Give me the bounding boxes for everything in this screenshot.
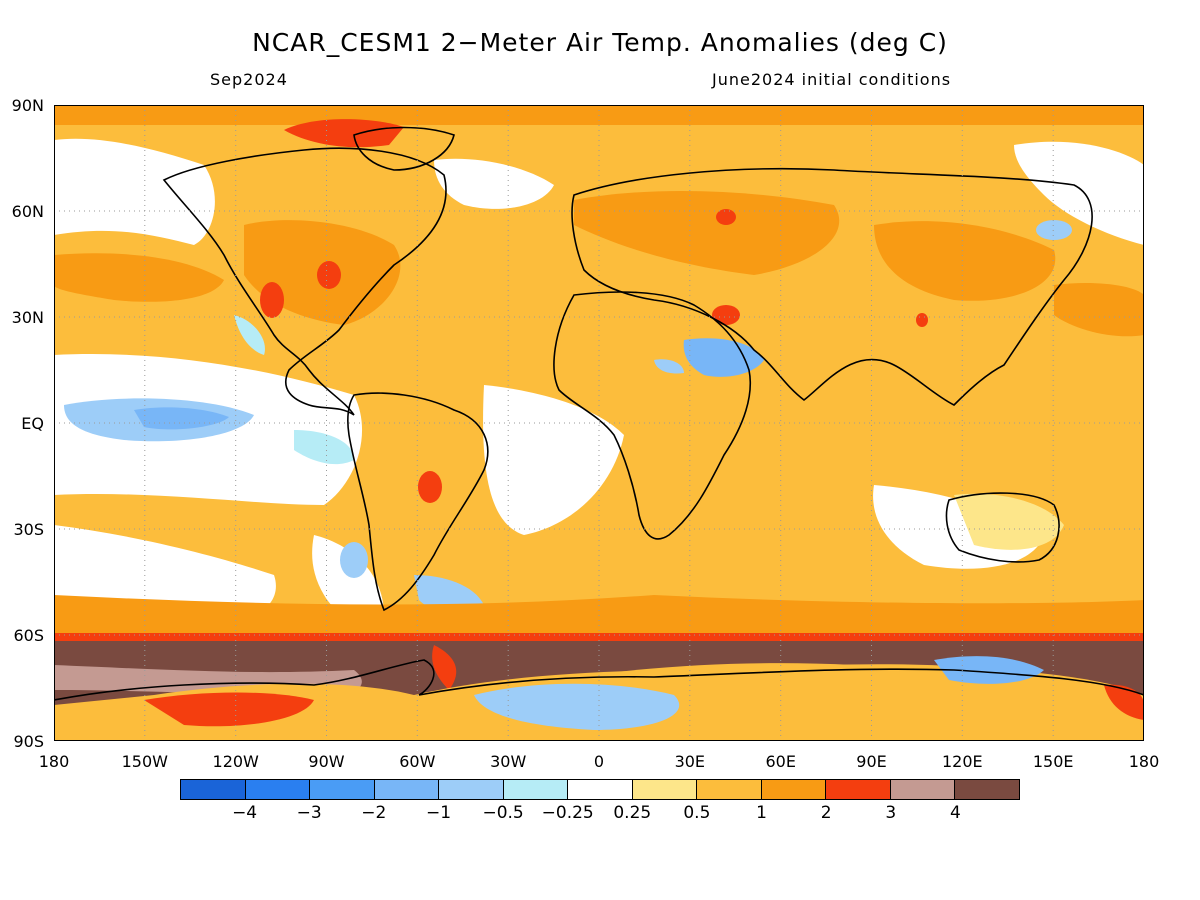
lon-label-0: 0: [593, 752, 605, 771]
lon-label-150w: 150W: [121, 752, 168, 771]
map-graticule: [54, 105, 1144, 741]
colorbar-label: −3: [296, 803, 322, 823]
anomaly-antarctica-cool-west: [474, 683, 680, 730]
anomaly-map: [54, 105, 1144, 741]
colorbar-swatch: [632, 780, 698, 799]
anomaly-baja-cool: [234, 315, 265, 355]
anomaly-sahel-cool: [654, 359, 684, 374]
lon-label-90w: 90W: [308, 752, 345, 771]
anomaly-hot-iran: [712, 305, 740, 325]
coast-south-america: [347, 392, 489, 612]
anomaly-nwpac-warm: [1054, 283, 1144, 337]
coast-antarctica: [54, 659, 1144, 701]
colorbar-label: −4: [232, 803, 258, 823]
anomaly-sepac-neutral: [312, 535, 384, 623]
lat-label-90s: 90S: [13, 732, 44, 751]
lon-label-30w: 30W: [490, 752, 527, 771]
lon-label-90e: 90E: [856, 752, 887, 771]
anomaly-hot-russia: [716, 209, 736, 225]
anomaly-hot-brazil: [418, 471, 442, 503]
colorbar-label: 1: [756, 803, 767, 823]
colorbar-swatch: [181, 780, 246, 799]
colorbar-label: 0.25: [613, 803, 652, 823]
colorbar-swatch: [374, 780, 440, 799]
map-title: NCAR_CESM1 2−Meter Air Temp. Anomalies (…: [252, 28, 948, 57]
coast-north-america: [162, 147, 447, 416]
coast-greenland: [353, 126, 455, 171]
anomaly-hot-west-us: [260, 282, 284, 318]
anomaly-hot-tibet: [916, 313, 928, 327]
colorbar-label: 3: [885, 803, 897, 823]
anomaly-npac-warm: [54, 253, 224, 302]
colorbar-swatch: [761, 780, 827, 799]
anomaly-natl-neutral: [434, 158, 554, 209]
lat-label-60s: 60S: [13, 626, 44, 645]
initial-conditions: June2024 initial conditions: [712, 70, 952, 89]
colorbar-label: −0.25: [541, 803, 594, 823]
anomaly-ross-hot: [144, 692, 314, 727]
colorbar-swatch: [890, 780, 956, 799]
lat-label-90n: 90N: [11, 96, 44, 115]
colorbar-swatch: [310, 780, 375, 799]
lon-label-30e: 30E: [674, 752, 706, 771]
anomaly-npac-neutral: [54, 138, 215, 245]
colorbar-swatch: [955, 780, 1019, 799]
coast-africa: [553, 291, 752, 540]
lon-label-150e: 150E: [1032, 752, 1074, 771]
lon-label-60w: 60W: [399, 752, 436, 771]
anomaly-australia-slight: [954, 493, 1064, 550]
coast-australia: [945, 492, 1060, 563]
anomaly-siberia-neutral: [1014, 141, 1144, 245]
anomaly-okhotsk-cool: [1036, 220, 1072, 240]
anomaly-chile-cool: [340, 542, 368, 578]
colorbar-swatch: [503, 780, 569, 799]
lon-label-120e: 120E: [941, 752, 983, 771]
anomaly-map-svg: [54, 105, 1144, 741]
anomaly-asia-warm: [874, 221, 1056, 301]
anomaly-southern-ocean-hot: [54, 633, 1144, 641]
anomaly-east-antarctica-hot: [1104, 684, 1144, 720]
lat-label-eq: EQ: [21, 414, 44, 433]
lon-label-180e: 180: [1128, 752, 1160, 771]
colorbar-label: −1: [425, 803, 452, 823]
colorbar-label: 0.5: [683, 803, 711, 823]
colorbar-swatch: [697, 780, 762, 799]
colorbar-swatch: [245, 780, 311, 799]
lat-label-30n: 30N: [11, 308, 44, 327]
colorbar-label: −0.5: [482, 803, 524, 823]
anomaly-greenland-hot: [284, 119, 404, 148]
anomaly-tropical-atlantic-neutral: [483, 385, 624, 535]
anomaly-antarctica-cool-east: [934, 656, 1044, 684]
anomaly-hot-great-lakes: [317, 261, 341, 289]
map-frame: [54, 105, 1144, 741]
anomaly-arabia-cool: [683, 338, 764, 377]
lat-label-60n: 60N: [11, 202, 44, 221]
coast-eurasia: [571, 167, 1093, 406]
anomaly-eurasia-warm: [574, 190, 840, 275]
colorbar: [180, 779, 1020, 800]
colorbar-label: 4: [949, 803, 961, 823]
forecast-month: Sep2024: [210, 70, 288, 89]
colorbar-label: −2: [361, 803, 387, 823]
coastlines: [54, 126, 1144, 701]
lon-label-120w: 120W: [212, 752, 259, 771]
colorbar-label: 2: [820, 803, 832, 823]
lon-label-180w: 180: [38, 752, 70, 771]
lon-label-60e: 60E: [765, 752, 796, 771]
colorbar-swatch: [568, 780, 633, 799]
lat-label-30s: 30S: [13, 520, 44, 539]
anomaly-peninsula-hot: [432, 645, 457, 690]
colorbar-swatch: [439, 780, 504, 799]
colorbar-swatch: [826, 780, 891, 799]
anomaly-pacific-slight-cool: [294, 430, 354, 465]
anomaly-pacific-cooler: [134, 407, 229, 430]
